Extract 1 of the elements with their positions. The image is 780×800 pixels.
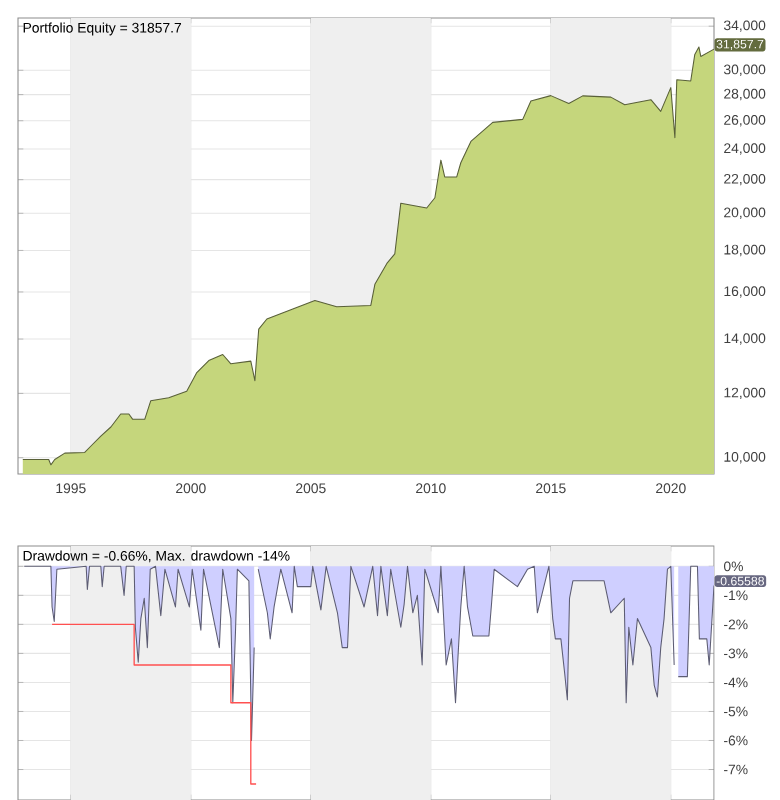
line-series (51, 623, 257, 785)
